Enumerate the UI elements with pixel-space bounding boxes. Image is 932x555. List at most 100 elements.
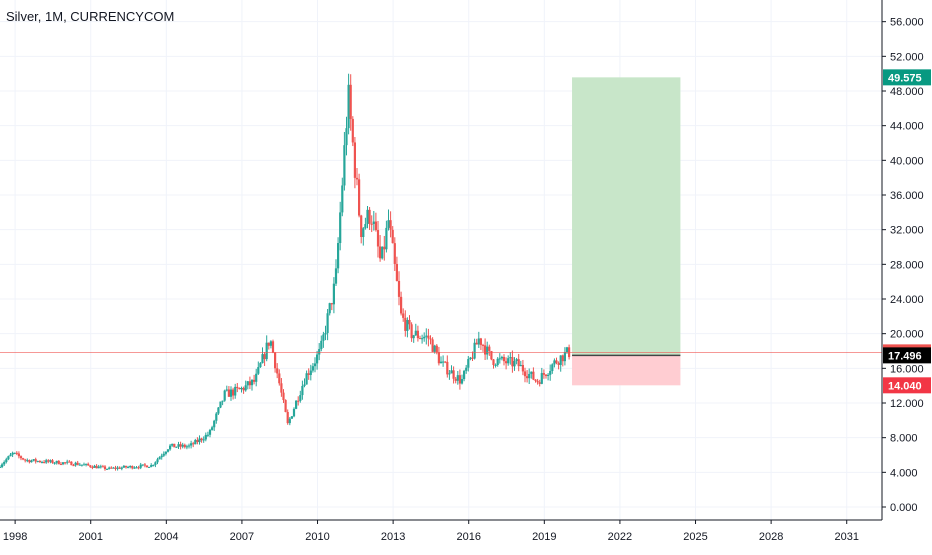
candle-body	[345, 128, 348, 146]
candle-body	[297, 400, 300, 402]
candle-body	[124, 465, 128, 468]
candle-body	[404, 317, 407, 331]
candle-body	[169, 445, 172, 450]
candle-body	[160, 455, 163, 458]
candle-body	[467, 359, 470, 368]
candle-body	[530, 371, 533, 374]
candle-body	[240, 387, 243, 390]
candle-body	[542, 373, 545, 375]
candle-body	[515, 359, 518, 361]
candle-body	[383, 246, 386, 250]
candle-body	[34, 459, 37, 462]
candle-body	[238, 388, 241, 390]
candle-body	[400, 296, 403, 314]
candle-body	[278, 373, 281, 384]
candle-body	[290, 416, 293, 419]
candle-body	[309, 370, 312, 375]
candle-body	[486, 346, 489, 355]
candle-body	[463, 370, 466, 380]
candle-body	[450, 370, 453, 374]
candle-body	[513, 360, 516, 367]
candle-body	[166, 449, 170, 452]
candle-body	[137, 467, 140, 469]
candle-body	[271, 341, 275, 353]
y-tick-label: 24.000	[890, 294, 924, 306]
candle-body	[217, 407, 220, 414]
candle-body	[536, 380, 539, 383]
candle-body	[267, 342, 270, 346]
candle-body	[82, 464, 86, 466]
candle-body	[204, 434, 207, 440]
candle-body	[181, 444, 184, 447]
candle-body	[257, 367, 260, 374]
candle-body	[465, 367, 468, 371]
candle-body	[259, 363, 262, 368]
candle-body	[561, 355, 564, 362]
candle-body	[32, 459, 35, 461]
candle-body	[194, 439, 197, 445]
candle-body	[532, 371, 535, 380]
candle-body	[208, 429, 212, 435]
candle-body	[431, 339, 434, 352]
candle-body	[376, 230, 380, 247]
candle-body	[68, 461, 71, 463]
candle-body	[49, 460, 52, 462]
candle-body	[313, 363, 317, 367]
candle-body	[244, 385, 247, 391]
candle-body	[127, 466, 130, 468]
candle-body	[87, 463, 90, 466]
candle-body	[196, 439, 199, 443]
candle-body	[284, 400, 287, 412]
candle-body	[106, 468, 109, 470]
candle-body	[265, 342, 268, 360]
candle-body	[114, 467, 117, 469]
candle-body	[517, 359, 520, 367]
candle-body	[59, 464, 62, 466]
candle-body	[280, 383, 283, 393]
candle-body	[255, 373, 258, 382]
candle-body	[19, 456, 23, 459]
candle-body	[221, 400, 224, 402]
candle-body	[334, 268, 338, 284]
candle-body	[387, 220, 390, 228]
candle-body	[202, 439, 205, 441]
candle-body	[269, 341, 272, 346]
candle-body	[120, 467, 123, 469]
candle-body	[51, 460, 54, 463]
candle-body	[225, 389, 228, 391]
candle-body	[171, 443, 174, 446]
candle-body	[76, 462, 79, 465]
candle-body	[349, 84, 352, 119]
x-tick-label: 2007	[230, 531, 254, 543]
candle-body	[406, 319, 409, 331]
candle-body	[122, 465, 125, 468]
candle-body	[0, 464, 4, 467]
candle-body	[57, 460, 60, 465]
candle-body	[490, 350, 493, 360]
candle-body	[421, 338, 424, 340]
candle-body	[236, 386, 239, 389]
candle-body	[154, 462, 157, 465]
candle-body	[397, 280, 401, 297]
candle-body	[232, 389, 235, 396]
candle-body	[553, 360, 556, 365]
candle-body	[326, 313, 329, 333]
y-tick-label: 52.000	[890, 51, 924, 63]
candle-body	[337, 243, 340, 269]
candle-body	[78, 464, 81, 466]
candle-body	[505, 361, 508, 364]
candle-body	[28, 460, 31, 463]
candle-body	[91, 466, 94, 468]
y-tick-label: 56.000	[890, 17, 924, 29]
candle-body	[347, 84, 350, 129]
candle-body	[135, 467, 138, 469]
y-tick-label: 44.000	[890, 121, 924, 133]
candle-body	[551, 364, 554, 372]
candle-body	[452, 370, 455, 379]
candle-body	[164, 451, 167, 454]
candle-body	[80, 464, 83, 466]
candle-body	[439, 361, 443, 364]
candle-body	[286, 411, 289, 424]
